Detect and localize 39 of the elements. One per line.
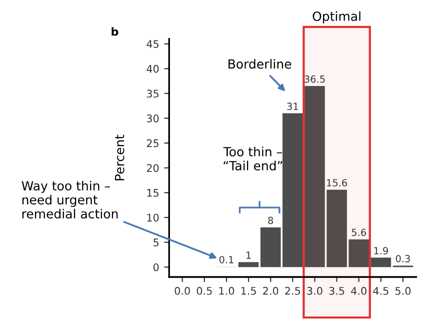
band-label: Optimal bbox=[312, 11, 360, 24]
data-label: 1.9 bbox=[374, 247, 388, 254]
y-tick-label: 0 bbox=[153, 263, 159, 272]
bar bbox=[238, 262, 259, 268]
x-tick-label: 3.0 bbox=[307, 286, 322, 295]
text: b bbox=[112, 27, 118, 36]
y-tick-label: 25 bbox=[146, 139, 158, 148]
y-tick-label: 45 bbox=[146, 40, 158, 48]
x-tick-label: 1.0 bbox=[219, 286, 234, 295]
y-tick-label: 40 bbox=[146, 64, 159, 73]
data-label: 0.3 bbox=[396, 254, 410, 262]
data-label: 8 bbox=[268, 216, 274, 224]
x-tick-label: 1.5 bbox=[241, 287, 256, 295]
data-label: 1 bbox=[246, 252, 251, 259]
annotation: Borderline bbox=[228, 59, 292, 69]
data-label: 15.6 bbox=[327, 179, 347, 186]
x-tick-label: 5.0 bbox=[395, 286, 411, 295]
y-tick-label: 20 bbox=[146, 164, 159, 172]
bar bbox=[260, 227, 281, 268]
data-label: 0.1 bbox=[219, 256, 234, 264]
x-tick-label: 3.5 bbox=[329, 286, 344, 295]
data-label: 5.6 bbox=[352, 228, 366, 236]
x-tick-label: 0.5 bbox=[196, 286, 212, 295]
y-tick-label: 15 bbox=[147, 189, 158, 197]
y-tick-label: 10 bbox=[147, 214, 159, 222]
x-tick-label: 2.5 bbox=[285, 286, 300, 295]
data-label: 36.5 bbox=[304, 75, 325, 83]
data-label: 31 bbox=[287, 102, 298, 110]
annotation: Too thin – “Tail end” bbox=[223, 146, 282, 170]
x-tick-label: 4.0 bbox=[351, 286, 366, 295]
x-tick-label: 2.0 bbox=[263, 286, 278, 295]
x-tick-label: 4.5 bbox=[373, 287, 388, 295]
y-axis-title: Percent bbox=[114, 134, 124, 180]
bar bbox=[370, 258, 392, 268]
y-tick-label: 30 bbox=[146, 114, 159, 122]
text: Way too thin – need urgent remedial action bbox=[22, 180, 118, 219]
x-tick-label: 0.0 bbox=[174, 286, 190, 295]
y-tick-label: 35 bbox=[146, 90, 158, 98]
y-tick-label: 5 bbox=[154, 238, 158, 246]
